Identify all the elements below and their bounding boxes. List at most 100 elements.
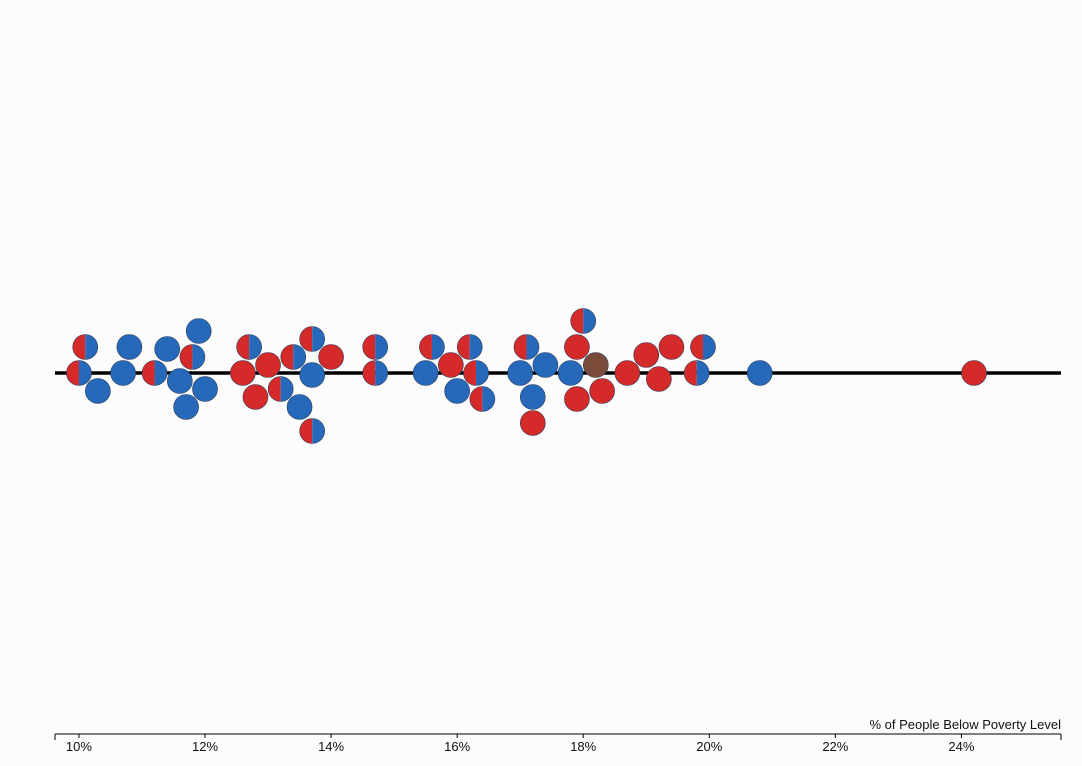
- data-point[interactable]: [116, 334, 143, 360]
- data-point[interactable]: [557, 360, 584, 386]
- data-points: [66, 308, 987, 444]
- data-point-red-half: [236, 334, 250, 360]
- data-point[interactable]: [746, 360, 773, 386]
- data-point[interactable]: [583, 352, 609, 378]
- data-point-fill: [589, 378, 615, 404]
- data-point[interactable]: [614, 360, 641, 386]
- data-point[interactable]: [633, 342, 660, 368]
- data-point[interactable]: [519, 410, 546, 436]
- data-point[interactable]: [192, 376, 218, 402]
- data-point[interactable]: [564, 334, 590, 360]
- data-point[interactable]: [961, 360, 987, 386]
- data-point[interactable]: [299, 418, 325, 444]
- data-point-outline: [463, 360, 489, 386]
- data-point-fill: [583, 352, 609, 378]
- data-point-red-half: [457, 334, 470, 360]
- data-point[interactable]: [362, 360, 389, 386]
- data-point[interactable]: [299, 362, 325, 388]
- data-point-outline: [444, 378, 470, 404]
- data-point[interactable]: [255, 352, 281, 378]
- data-point[interactable]: [513, 334, 540, 360]
- data-point[interactable]: [85, 378, 111, 404]
- data-point-outline: [513, 334, 540, 360]
- data-point-fill: [520, 410, 546, 436]
- data-point[interactable]: [683, 360, 710, 386]
- data-point[interactable]: [230, 360, 256, 386]
- data-point-outline: [236, 334, 262, 360]
- x-axis-title: % of People Below Poverty Level: [870, 717, 1062, 732]
- data-point[interactable]: [469, 386, 496, 412]
- data-point[interactable]: [141, 360, 168, 386]
- data-point-fill: [173, 394, 199, 420]
- data-point[interactable]: [179, 344, 206, 370]
- data-point-red-half: [72, 334, 86, 360]
- data-point-fill: [230, 360, 256, 386]
- data-point[interactable]: [658, 334, 685, 360]
- data-point[interactable]: [66, 360, 92, 386]
- data-point-outline: [110, 360, 136, 386]
- data-point-red-half: [419, 334, 432, 360]
- data-point-outline: [658, 334, 685, 360]
- data-point-outline: [280, 344, 307, 370]
- data-point[interactable]: [286, 394, 313, 420]
- data-point[interactable]: [463, 360, 489, 386]
- data-point[interactable]: [267, 376, 294, 402]
- data-point[interactable]: [280, 344, 307, 370]
- data-point-red-half: [66, 360, 79, 386]
- data-point-outline: [185, 318, 212, 344]
- data-point[interactable]: [154, 336, 180, 362]
- data-point[interactable]: [236, 334, 262, 360]
- data-point[interactable]: [532, 352, 559, 378]
- data-point[interactable]: [646, 366, 672, 392]
- data-point[interactable]: [456, 334, 483, 360]
- data-point[interactable]: [110, 360, 136, 386]
- data-point-outline: [961, 360, 987, 386]
- x-axis-tick-label: 16%: [444, 739, 470, 754]
- data-point-fill: [438, 352, 464, 378]
- data-point-blue-half: [154, 360, 168, 386]
- data-point-outline: [299, 326, 325, 352]
- data-point[interactable]: [318, 344, 344, 370]
- data-point[interactable]: [185, 318, 212, 344]
- data-point[interactable]: [362, 334, 389, 360]
- data-point-outline: [419, 334, 445, 360]
- data-point[interactable]: [690, 334, 716, 360]
- data-point[interactable]: [438, 352, 464, 378]
- data-point-fill: [154, 336, 180, 362]
- data-point-fill: [299, 362, 325, 388]
- data-point-red-half: [570, 308, 584, 334]
- data-point-blue-half: [312, 418, 325, 444]
- data-point-blue-half: [696, 360, 710, 386]
- data-point-outline: [583, 352, 609, 378]
- data-point-outline: [267, 376, 294, 402]
- data-point[interactable]: [519, 384, 546, 410]
- data-point-fill: [658, 334, 684, 360]
- data-point-outline: [507, 360, 533, 386]
- data-point[interactable]: [419, 334, 445, 360]
- data-point-outline: [570, 308, 597, 334]
- data-point[interactable]: [564, 386, 590, 412]
- data-point-blue-half: [583, 308, 596, 334]
- data-point[interactable]: [242, 384, 269, 410]
- data-point[interactable]: [173, 394, 199, 420]
- data-point[interactable]: [167, 368, 193, 394]
- data-point-blue-half: [702, 334, 716, 360]
- data-point-fill: [646, 366, 672, 392]
- data-point-outline: [614, 360, 641, 386]
- data-point-red-half: [179, 344, 193, 370]
- data-point-outline: [255, 352, 281, 378]
- x-axis-tick-label: 14%: [318, 739, 344, 754]
- data-point-blue-half: [78, 360, 92, 386]
- data-point[interactable]: [570, 308, 597, 334]
- data-point[interactable]: [299, 326, 325, 352]
- x-axis-tick-label: 10%: [66, 739, 92, 754]
- data-point-outline: [72, 334, 99, 360]
- data-point[interactable]: [72, 334, 99, 360]
- data-point[interactable]: [507, 360, 533, 386]
- data-point[interactable]: [589, 378, 615, 404]
- data-point-fill: [520, 384, 546, 410]
- data-point[interactable]: [412, 360, 439, 386]
- data-point[interactable]: [444, 378, 470, 404]
- data-point-outline: [154, 336, 180, 362]
